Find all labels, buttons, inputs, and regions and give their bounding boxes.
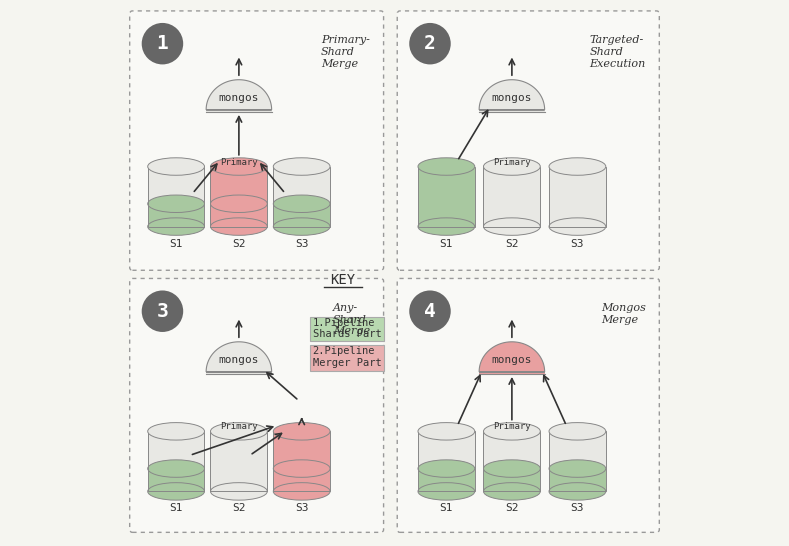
Polygon shape: [549, 431, 606, 491]
FancyBboxPatch shape: [129, 278, 383, 532]
Text: KEY: KEY: [330, 272, 355, 287]
Text: mongos: mongos: [492, 355, 532, 365]
Text: 4: 4: [424, 302, 436, 321]
FancyBboxPatch shape: [310, 345, 383, 371]
Polygon shape: [206, 342, 271, 372]
Ellipse shape: [148, 218, 204, 235]
Text: mongos: mongos: [492, 93, 532, 103]
Ellipse shape: [273, 423, 330, 440]
Text: mongos: mongos: [219, 355, 259, 365]
Text: S1: S1: [170, 239, 183, 248]
Text: S1: S1: [170, 503, 183, 513]
Ellipse shape: [484, 423, 540, 440]
Text: S3: S3: [295, 503, 308, 513]
FancyBboxPatch shape: [129, 11, 383, 270]
Polygon shape: [479, 80, 544, 110]
Ellipse shape: [211, 195, 267, 212]
Ellipse shape: [211, 158, 267, 175]
Ellipse shape: [148, 423, 204, 440]
Ellipse shape: [211, 218, 267, 235]
Polygon shape: [479, 342, 544, 372]
Polygon shape: [148, 167, 204, 227]
FancyBboxPatch shape: [397, 278, 660, 532]
Text: Mongos
Merge: Mongos Merge: [600, 303, 645, 325]
Polygon shape: [479, 108, 544, 112]
Ellipse shape: [148, 158, 204, 175]
Polygon shape: [273, 167, 330, 227]
Ellipse shape: [148, 483, 204, 500]
Polygon shape: [148, 204, 204, 227]
Text: Primary: Primary: [220, 158, 258, 167]
Text: S1: S1: [439, 503, 453, 513]
Ellipse shape: [418, 158, 475, 175]
Polygon shape: [418, 431, 475, 491]
Ellipse shape: [273, 460, 330, 477]
Text: S1: S1: [439, 239, 453, 248]
Ellipse shape: [418, 423, 475, 440]
Ellipse shape: [273, 483, 330, 500]
Text: 2: 2: [424, 34, 436, 53]
Ellipse shape: [273, 158, 330, 175]
Ellipse shape: [148, 195, 204, 212]
Polygon shape: [273, 204, 330, 227]
Ellipse shape: [484, 218, 540, 235]
Text: S3: S3: [295, 239, 308, 248]
Polygon shape: [418, 468, 475, 491]
Ellipse shape: [549, 158, 606, 175]
Ellipse shape: [273, 195, 330, 212]
Circle shape: [142, 23, 183, 64]
Text: 1.Pipeline
Shards Part: 1.Pipeline Shards Part: [312, 318, 381, 340]
Ellipse shape: [418, 483, 475, 500]
Polygon shape: [148, 431, 204, 491]
Text: Targeted-
Shard
Execution: Targeted- Shard Execution: [589, 35, 645, 69]
Polygon shape: [479, 370, 544, 374]
Polygon shape: [211, 431, 267, 491]
Text: Any-
Shard
Merge: Any- Shard Merge: [333, 303, 370, 336]
Polygon shape: [484, 431, 540, 491]
Ellipse shape: [549, 460, 606, 477]
Text: S2: S2: [232, 239, 245, 248]
Ellipse shape: [484, 158, 540, 175]
Text: S2: S2: [505, 503, 518, 513]
Ellipse shape: [549, 483, 606, 500]
Circle shape: [142, 290, 183, 332]
Text: Primary: Primary: [493, 158, 531, 167]
Text: S3: S3: [570, 239, 584, 248]
Text: 1: 1: [156, 34, 168, 53]
Ellipse shape: [549, 218, 606, 235]
Polygon shape: [549, 167, 606, 227]
Ellipse shape: [484, 460, 540, 477]
Polygon shape: [484, 167, 540, 227]
Polygon shape: [206, 80, 271, 110]
Polygon shape: [211, 167, 267, 227]
FancyBboxPatch shape: [397, 11, 660, 270]
Text: S3: S3: [570, 503, 584, 513]
Text: mongos: mongos: [219, 93, 259, 103]
Text: S2: S2: [232, 503, 245, 513]
Ellipse shape: [418, 460, 475, 477]
Circle shape: [409, 290, 451, 332]
Ellipse shape: [418, 218, 475, 235]
Polygon shape: [206, 370, 271, 374]
Polygon shape: [484, 468, 540, 491]
Ellipse shape: [484, 483, 540, 500]
Text: Primary: Primary: [220, 423, 258, 431]
Ellipse shape: [211, 423, 267, 440]
Ellipse shape: [148, 460, 204, 477]
Text: 2.Pipeline
Merger Part: 2.Pipeline Merger Part: [312, 346, 381, 368]
Polygon shape: [549, 468, 606, 491]
Text: Primary-
Shard
Merge: Primary- Shard Merge: [321, 35, 370, 69]
Polygon shape: [148, 468, 204, 491]
Text: Primary: Primary: [493, 423, 531, 431]
Text: S2: S2: [505, 239, 518, 248]
Ellipse shape: [211, 483, 267, 500]
Circle shape: [409, 23, 451, 64]
Polygon shape: [418, 167, 475, 227]
Ellipse shape: [273, 218, 330, 235]
FancyBboxPatch shape: [310, 317, 383, 341]
Polygon shape: [206, 108, 271, 112]
Text: 3: 3: [156, 302, 168, 321]
Ellipse shape: [549, 423, 606, 440]
Polygon shape: [273, 431, 330, 491]
